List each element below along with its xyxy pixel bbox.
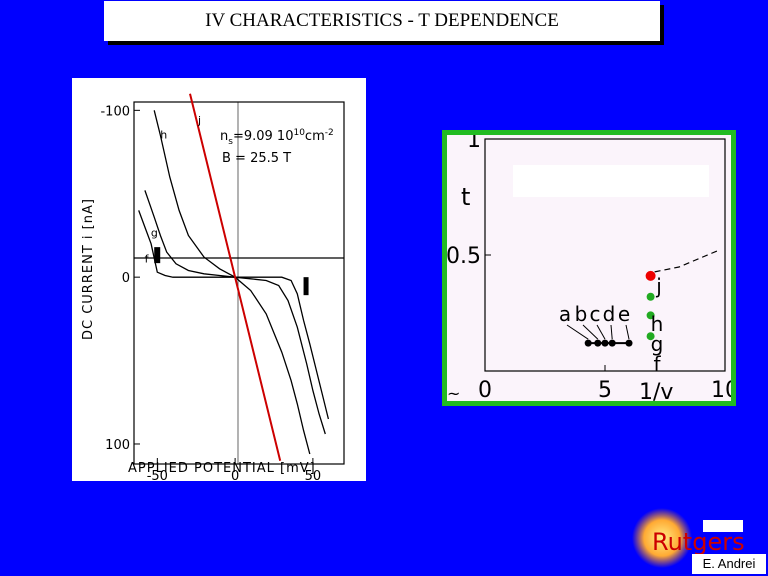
t-y-axis-label: t [461,183,470,211]
iv-plot-frame [133,101,345,465]
iv-hysteresis-mark-left [154,247,161,264]
t-point-b-label: b [575,302,588,326]
t-point-a-leader [566,324,589,340]
t-point-g-label: g [651,332,664,356]
iv-y-tick-label: 100 [105,438,130,453]
t-point-e-label: e [618,302,630,326]
t-y-tick-label: 0.5 [447,244,481,269]
iv-x-tick-label: 50 [305,469,322,481]
white-marker-box [703,520,743,532]
t-point-c-label: c [590,302,601,326]
t-point-d-label: d [603,302,616,326]
t-point-c-leader [596,324,606,340]
b-field-annotation: B = 25.5 T [222,151,291,166]
t-point-b-leader [582,324,599,340]
iv-x-tick-label: -50 [147,469,168,481]
t-point-j [645,270,656,281]
t-y-zero-label: ~ [447,384,460,401]
t-point-j-dashed-leader [654,250,718,273]
iv-y-tick-label: 0 [122,271,130,286]
author-credit: E. Andrei [692,554,766,574]
iv-series-g-label: g [151,226,158,239]
iv-y-axis-label: DC CURRENT i [nA] [81,198,96,340]
t-point-g [646,311,655,320]
logo-text: Rutgers [652,528,745,556]
iv-series-g-line [144,190,326,435]
iv-chart: -50 0 50 -100 0 100 fg h j ns=9.09 1010cm-2 B =… [81,93,345,484]
t-point-h-label: h [651,312,664,336]
t-point-a-label: a [559,302,571,326]
t-x-axis-label: 1/v [639,380,673,401]
sunburst-icon [632,508,692,568]
iv-hysteresis-mark-right [303,277,309,296]
t-x-tick-label: 0 [478,378,492,401]
t-point-j-label: j [655,274,662,298]
t-x-tick-label: 5 [598,378,612,401]
iv-series-h-label: h [160,128,167,141]
rutgers-logo: Rutgers [632,508,745,568]
iv-y-tick-label: -100 [100,104,130,119]
ns-annotation: ns=9.09 1010cm-2 [220,128,334,147]
t-point-f-label: f [653,352,661,376]
slide-title: IV CHARACTERISTICS - T DEPENDENCE [205,10,559,31]
t-point-e-leader [625,324,630,340]
iv-x-axis-label: APPLIED POTENTIAL [mV] [128,461,316,476]
iv-series-f-line [138,210,330,420]
t-point-f [646,332,655,341]
t-point-h [646,292,655,301]
slide-title-box: IV CHARACTERISTICS - T DEPENDENCE [104,1,660,41]
iv-series-j-line [189,93,282,461]
iv-x-tick-label: 0 [231,469,239,481]
t-point-d-leader [610,324,613,340]
t-x-tick-label: 10 [711,378,731,401]
iv-series-f-label: f [145,252,150,265]
blank-label-area [513,165,709,197]
t-y-tick-label: 1 [467,135,481,153]
iv-series-j-label: j [197,114,201,127]
